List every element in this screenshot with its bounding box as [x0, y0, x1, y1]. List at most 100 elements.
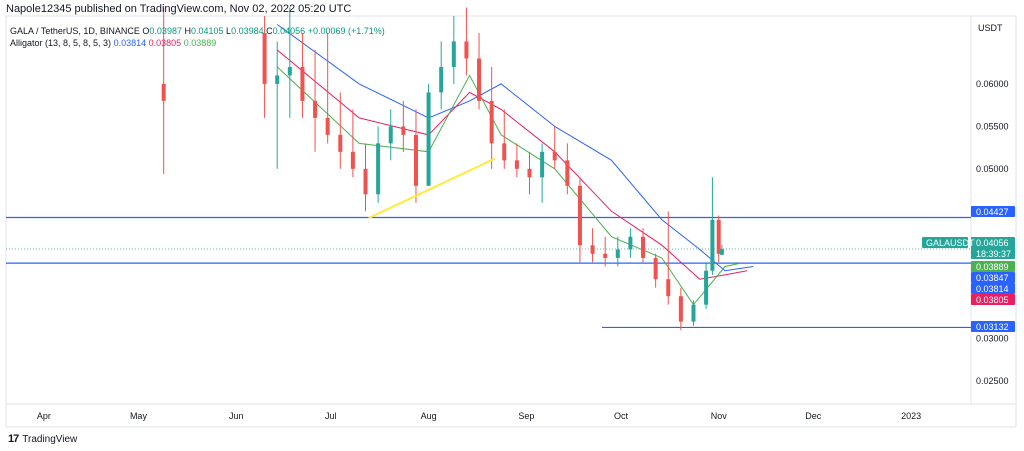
candle-body [514, 160, 519, 169]
candle-body [628, 236, 633, 250]
candle-body [653, 257, 658, 280]
candle-body [325, 117, 330, 135]
price-tick-label: 0.05000 [976, 164, 1009, 174]
horizontal-lines [6, 216, 971, 329]
price-tag [971, 321, 1015, 332]
time-tick-label: Apr [37, 411, 51, 421]
candle-body [615, 249, 620, 258]
price-tag-label: 0.04056 [976, 238, 1009, 248]
price-tags: 0.044270.0405618:39:37GALAUSDT0.038890.0… [922, 206, 1015, 332]
candle-body [704, 270, 709, 305]
candle-body [710, 219, 715, 271]
high-label: H [184, 26, 191, 36]
lips-value: 0.03889 [183, 38, 217, 48]
candle-body [300, 66, 305, 101]
candle-body [464, 41, 469, 59]
time-tick-label: Jul [325, 411, 337, 421]
symbol-title[interactable]: GALA / TetherUS, 1D, BINANCE [10, 26, 140, 36]
tradingview-brand[interactable]: TradingView [22, 433, 78, 445]
candle-body [565, 160, 570, 186]
price-tag-label: 0.04427 [976, 207, 1009, 217]
open-label: O [142, 26, 150, 36]
alligator-jaw-line [276, 24, 754, 272]
symbol-tag-label: GALAUSDT [926, 238, 975, 248]
candle-body [413, 134, 418, 186]
alligator-lips-line [276, 66, 741, 306]
candle-body [666, 279, 671, 297]
candles [161, 7, 724, 331]
candle-body [426, 92, 431, 186]
candle-body [363, 168, 368, 195]
price-tag [971, 272, 1015, 283]
chart-legend: GALA / TetherUS, 1D, BINANCE O0.03987 H0… [10, 25, 385, 49]
candle-body [603, 253, 608, 258]
close-label: C [266, 26, 273, 36]
price-tag-label: 0.03847 [976, 273, 1009, 283]
teeth-value: 0.03805 [148, 38, 182, 48]
candle-body [489, 100, 494, 144]
candle-body [451, 41, 456, 67]
trendline [368, 157, 496, 219]
alligator-teeth-line [276, 49, 748, 280]
price-tag [971, 261, 1015, 272]
price-tick-label: 0.02500 [976, 376, 1009, 386]
price-tick-label: 0.03000 [976, 334, 1009, 344]
candle-body [719, 248, 724, 255]
price-tag [971, 206, 1015, 217]
low-value: 0.03984 [231, 26, 264, 36]
time-tick-label: Sep [518, 411, 534, 421]
candle-body [275, 75, 280, 84]
low-label: L [226, 26, 232, 36]
candle-body [502, 143, 507, 161]
time-tick-label: Aug [421, 411, 437, 421]
time-tick-label: Dec [805, 411, 822, 421]
price-tag-label: 0.03889 [976, 262, 1009, 272]
candle-body [401, 126, 406, 135]
candle-body [641, 236, 646, 258]
price-tag-label: 0.03132 [976, 322, 1009, 332]
close-value: 0.04056 [272, 26, 306, 36]
candle-body [691, 304, 696, 322]
candle-body [313, 100, 318, 118]
time-axis-ticks: Apr May Jun Jul Aug Sep Oct Nov Dec 2023 [37, 411, 921, 421]
price-tag [971, 237, 1015, 259]
candle-body [338, 134, 343, 152]
symbol-row: GALA / TetherUS, 1D, BINANCE O0.03987 H0… [10, 25, 385, 37]
price-axis-ticks: 0.060000.055000.050000.045000.030000.025… [976, 79, 1009, 386]
tradingview-footer: 17 TradingView [8, 433, 77, 445]
price-axis-unit: USDT [978, 23, 1003, 33]
price-tag-label: 0.03805 [976, 295, 1009, 305]
candle-body [716, 219, 721, 254]
symbol-tag [922, 237, 968, 248]
price-tag-label: 0.03814 [976, 284, 1009, 294]
indicator-name[interactable]: Alligator (13, 8, 5, 8, 5, 3) [10, 38, 112, 48]
time-tick-label: 2023 [901, 411, 921, 421]
price-tick-label: 0.05500 [976, 121, 1009, 131]
candle-body [439, 66, 444, 93]
candle-body [376, 143, 381, 195]
time-tick-label: Jun [229, 411, 244, 421]
candle-body [350, 151, 355, 169]
price-tick-label: 0.06000 [976, 79, 1009, 89]
candle-body [477, 58, 482, 101]
change-value: +0.00069 (+1.71%) [307, 26, 385, 36]
candle-body [161, 83, 166, 101]
open-value: 0.03987 [149, 26, 182, 36]
price-tag [971, 283, 1015, 294]
candle-body [527, 168, 532, 178]
candle-body [388, 126, 393, 144]
high-value: 0.04105 [190, 26, 224, 36]
candle-body [287, 66, 292, 76]
candle-body [590, 245, 595, 254]
candle-body [577, 185, 582, 246]
time-tick-label: May [130, 411, 148, 421]
trendline-layer [368, 157, 496, 219]
candle-body [540, 151, 545, 178]
candle-body [262, 32, 267, 84]
time-tick-label: Oct [614, 411, 629, 421]
indicator-row: Alligator (13, 8, 5, 8, 5, 3) 0.03814 0.… [10, 37, 385, 49]
jaw-value: 0.03814 [113, 38, 147, 48]
time-tick-label: Nov [711, 411, 728, 421]
